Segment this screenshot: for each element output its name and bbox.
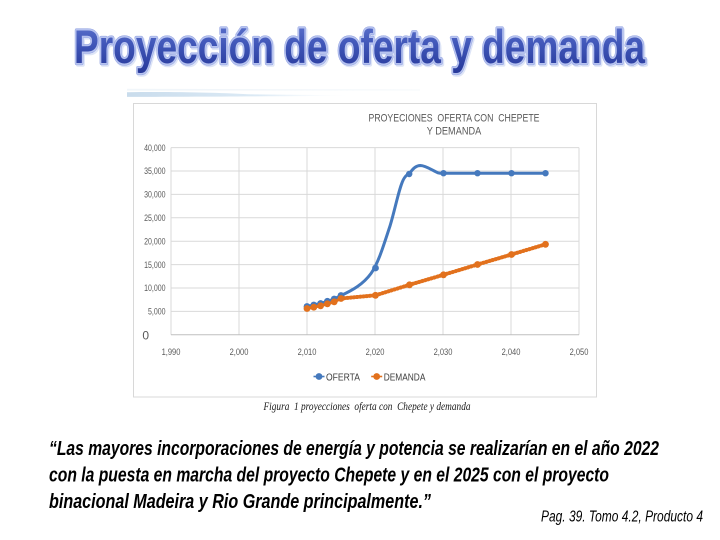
svg-text:Proyección de oferta y demanda: Proyección de oferta y demanda xyxy=(74,20,646,73)
svg-text:Pag. 39. Tomo 4.2, Producto 4: Pag. 39. Tomo 4.2, Producto 4 xyxy=(541,509,703,526)
svg-text:0: 0 xyxy=(142,328,149,342)
svg-text:2,020: 2,020 xyxy=(366,347,385,358)
svg-text:Proyección de oferta y demanda: Proyección de oferta y demanda xyxy=(75,22,647,75)
svg-text:con la puesta en marcha del pr: con la puesta en marcha del proyecto Che… xyxy=(49,465,609,487)
svg-text:15,000: 15,000 xyxy=(144,260,165,271)
svg-text:25,000: 25,000 xyxy=(144,213,165,224)
svg-text:5,000: 5,000 xyxy=(148,307,166,318)
svg-text:“Las mayores incorporaciones d: “Las mayores incorporaciones de energía … xyxy=(49,438,659,460)
svg-text:2,030: 2,030 xyxy=(434,347,453,358)
svg-text:20,000: 20,000 xyxy=(144,236,165,247)
svg-text:Proyección de oferta y demanda: Proyección de oferta y demanda xyxy=(74,20,646,73)
svg-text:DEMANDA: DEMANDA xyxy=(384,371,426,383)
svg-text:1,990: 1,990 xyxy=(162,347,181,358)
svg-text:2,000: 2,000 xyxy=(230,347,249,358)
svg-text:40,000: 40,000 xyxy=(144,143,165,154)
svg-text:10,000: 10,000 xyxy=(144,283,165,294)
svg-text:Proyección de oferta y demanda: Proyección de oferta y demanda xyxy=(74,20,646,73)
svg-text:OFERTA: OFERTA xyxy=(326,371,360,383)
svg-text:2,050: 2,050 xyxy=(570,347,589,358)
svg-text:binacional Madeira y Rio Grand: binacional Madeira y Rio Grande principa… xyxy=(49,491,431,513)
svg-text:Y DEMANDA: Y DEMANDA xyxy=(427,126,482,138)
svg-text:2,040: 2,040 xyxy=(502,347,521,358)
svg-text:PROYECIONES OFERTA CON CHEPE: PROYECIONES OFERTA CON CHEPETE xyxy=(369,113,540,125)
svg-text:35,000: 35,000 xyxy=(144,166,165,177)
svg-text:Figura 1 proyecciones oferta: Figura 1 proyecciones oferta con Chepete… xyxy=(263,401,471,413)
svg-text:30,000: 30,000 xyxy=(144,190,165,201)
svg-text:2,010: 2,010 xyxy=(298,347,317,358)
